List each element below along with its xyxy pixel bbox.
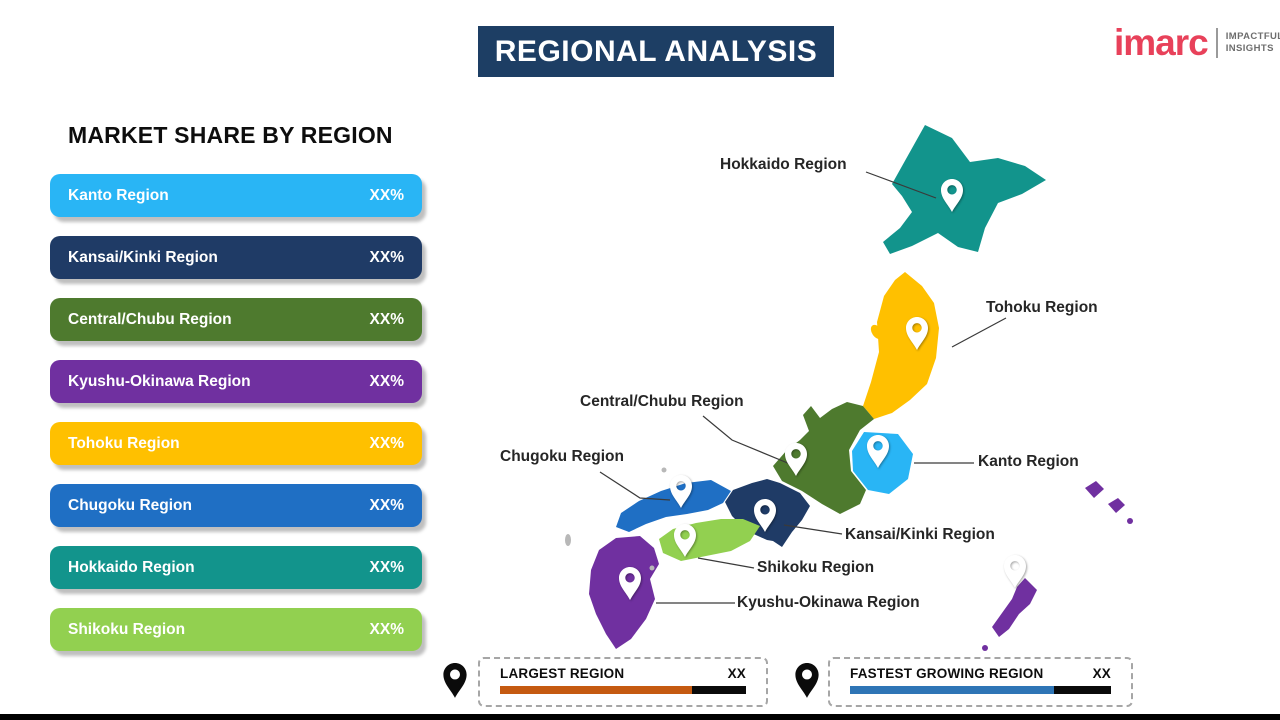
market-share-list: Kanto Region XX% Kansai/Kinki Region XX%… [50, 174, 422, 651]
share-bar-value: XX% [369, 186, 404, 204]
largest-region-legend: LARGEST REGION XX [478, 657, 768, 707]
largest-region-bar-fill [500, 686, 692, 694]
callout-line-chubu [702, 415, 791, 465]
imarc-logo-wordmark: imarc [1114, 22, 1209, 63]
pin-chugoku [670, 475, 692, 508]
pin-chubu [785, 443, 807, 476]
share-bar-chubu: Central/Chubu Region XX% [50, 298, 422, 341]
share-bar-value: XX% [369, 372, 404, 390]
bottom-border [0, 714, 1280, 720]
largest-region-bar-end [691, 686, 746, 694]
largest-region-pin-icon [443, 663, 467, 698]
logo-tagline: IMPACTFUL INSIGHTS [1226, 31, 1280, 55]
pin-tohoku [906, 317, 928, 350]
map-islet-okinawa-3 [1127, 518, 1133, 524]
share-bar-label: Hokkaido Region [68, 558, 195, 576]
map-label-tohoku: Tohoku Region [986, 299, 1098, 316]
share-bar-kanto: Kanto Region XX% [50, 174, 422, 217]
callout-line-chugoku [599, 471, 671, 501]
largest-region-bar [500, 686, 746, 694]
japan-map [565, 125, 1133, 651]
share-bar-value: XX% [369, 310, 404, 328]
share-bar-value: XX% [369, 620, 404, 638]
share-bar-shikoku: Shikoku Region XX% [50, 608, 422, 651]
share-bar-value: XX% [369, 496, 404, 514]
share-bar-label: Shikoku Region [68, 620, 186, 638]
map-islet-gray-2 [661, 467, 667, 473]
share-bar-value: XX% [369, 248, 404, 266]
map-region-chugoku [616, 480, 731, 532]
pin-kansai [754, 499, 776, 532]
map-region-hokkaido [883, 125, 1046, 254]
callout-line-tohoku [951, 317, 1007, 348]
share-bar-label: Chugoku Region [68, 496, 192, 514]
imarc-logo: imarc IMPACTFUL INSIGHTS [1114, 24, 1280, 61]
fastest-growing-legend: FASTEST GROWING REGION XX [828, 657, 1133, 707]
share-bar-value: XX% [369, 558, 404, 576]
pin-okinawa [1004, 555, 1026, 588]
fastest-growing-pin-icon [795, 663, 819, 698]
pin-kanto [867, 435, 889, 468]
share-bar-label: Central/Chubu Region [68, 310, 232, 328]
share-bar-label: Kansai/Kinki Region [68, 248, 218, 266]
map-label-chugoku: Chugoku Region [500, 448, 624, 465]
map-island-sado [870, 324, 884, 340]
fastest-growing-value: XX [1092, 666, 1111, 681]
map-label-shikoku: Shikoku Region [757, 559, 875, 576]
map-islet-okinawa-4 [982, 645, 988, 651]
map-islet-okinawa-1 [1085, 481, 1104, 498]
pin-kyushu [619, 567, 641, 600]
fastest-growing-label: FASTEST GROWING REGION [850, 666, 1044, 681]
fastest-growing-bar-fill [850, 686, 1054, 694]
share-bar-chugoku: Chugoku Region XX% [50, 484, 422, 527]
map-label-hokkaido: Hokkaido Region [720, 156, 847, 173]
share-bar-label: Tohoku Region [68, 434, 180, 452]
map-islet-gray-1 [565, 534, 571, 546]
map-region-shikoku [659, 519, 760, 561]
map-island-okinawa [992, 578, 1037, 637]
share-bar-kyushu-okinawa: Kyushu-Okinawa Region XX% [50, 360, 422, 403]
share-bar-label: Kyushu-Okinawa Region [68, 372, 251, 390]
map-label-kanto: Kanto Region [978, 453, 1079, 470]
share-bar-label: Kanto Region [68, 186, 169, 204]
map-label-chubu: Central/Chubu Region [580, 393, 744, 410]
largest-region-value: XX [727, 666, 746, 681]
map-islet-gray-3 [649, 565, 655, 571]
share-bar-kansai: Kansai/Kinki Region XX% [50, 236, 422, 279]
share-bar-tohoku: Tohoku Region XX% [50, 422, 422, 465]
callout-line-hokkaido [865, 171, 937, 199]
map-region-tohoku [863, 272, 939, 419]
callout-line-kansai [783, 524, 843, 535]
map-region-kyushu [589, 536, 659, 649]
logo-tagline-line1: IMPACTFUL [1225, 30, 1280, 42]
largest-region-label: LARGEST REGION [500, 666, 625, 681]
pin-hokkaido [941, 179, 963, 212]
page-title: REGIONAL ANALYSIS [478, 26, 834, 77]
fastest-growing-bar-end [1053, 686, 1111, 694]
map-label-kyushu: Kyushu-Okinawa Region [737, 594, 920, 611]
logo-tagline-line2: INSIGHTS [1225, 42, 1274, 54]
fastest-growing-bar [850, 686, 1111, 694]
map-islet-okinawa-2 [1108, 498, 1125, 513]
callout-line-shikoku [697, 557, 755, 569]
map-region-chubu [773, 402, 874, 514]
share-bar-hokkaido: Hokkaido Region XX% [50, 546, 422, 589]
market-share-heading: MARKET SHARE BY REGION [68, 122, 393, 148]
logo-divider [1215, 27, 1218, 58]
map-label-kansai: Kansai/Kinki Region [845, 526, 995, 543]
pin-shikoku [674, 524, 696, 557]
share-bar-value: XX% [369, 434, 404, 452]
